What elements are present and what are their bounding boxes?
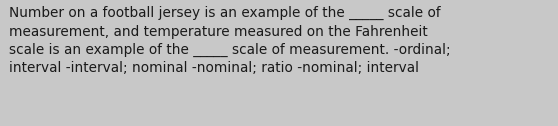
Text: Number on a football jersey is an example of the _____ scale of
measurement, and: Number on a football jersey is an exampl… — [9, 6, 451, 75]
